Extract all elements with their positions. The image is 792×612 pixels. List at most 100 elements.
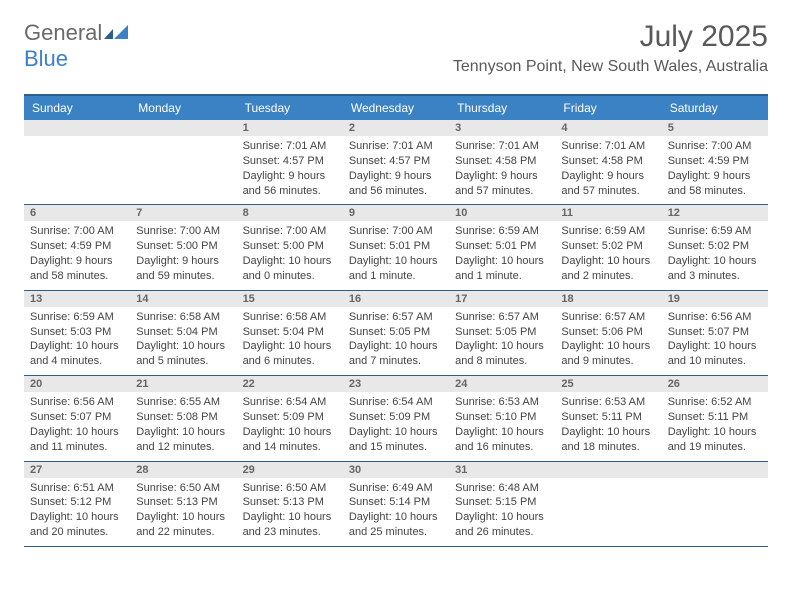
day-body: Sunrise: 6:56 AMSunset: 5:07 PMDaylight:… — [662, 307, 768, 375]
day-number: 20 — [24, 376, 130, 392]
sunrise-text: Sunrise: 6:56 AM — [668, 310, 762, 325]
sunset-text: Sunset: 5:08 PM — [136, 410, 230, 425]
daylight-text: Daylight: 10 hours and 26 minutes. — [455, 510, 549, 540]
daylight-text: Daylight: 10 hours and 12 minutes. — [136, 425, 230, 455]
sunrise-text: Sunrise: 6:52 AM — [668, 395, 762, 410]
calendar-day-cell: 5Sunrise: 7:00 AMSunset: 4:59 PMDaylight… — [662, 120, 768, 204]
sunrise-text: Sunrise: 6:59 AM — [30, 310, 124, 325]
daylight-text: Daylight: 10 hours and 23 minutes. — [243, 510, 337, 540]
sunset-text: Sunset: 4:57 PM — [243, 154, 337, 169]
sunrise-text: Sunrise: 7:00 AM — [668, 139, 762, 154]
day-number: 26 — [662, 376, 768, 392]
daylight-text: Daylight: 10 hours and 2 minutes. — [561, 254, 655, 284]
sunset-text: Sunset: 4:58 PM — [455, 154, 549, 169]
calendar-day-cell — [555, 462, 661, 546]
sunset-text: Sunset: 5:07 PM — [668, 325, 762, 340]
day-body: Sunrise: 7:00 AMSunset: 4:59 PMDaylight:… — [24, 221, 130, 289]
calendar-day-cell: 2Sunrise: 7:01 AMSunset: 4:57 PMDaylight… — [343, 120, 449, 204]
calendar-day-cell — [24, 120, 130, 204]
sunrise-text: Sunrise: 7:00 AM — [30, 224, 124, 239]
day-number: 27 — [24, 462, 130, 478]
calendar-day-cell: 11Sunrise: 6:59 AMSunset: 5:02 PMDayligh… — [555, 205, 661, 289]
day-number: 18 — [555, 291, 661, 307]
sunrise-text: Sunrise: 7:01 AM — [243, 139, 337, 154]
day-number: 16 — [343, 291, 449, 307]
calendar-day-cell: 21Sunrise: 6:55 AMSunset: 5:08 PMDayligh… — [130, 376, 236, 460]
sunrise-text: Sunrise: 6:53 AM — [561, 395, 655, 410]
day-body: Sunrise: 6:50 AMSunset: 5:13 PMDaylight:… — [130, 478, 236, 546]
calendar-week: 6Sunrise: 7:00 AMSunset: 4:59 PMDaylight… — [24, 205, 768, 290]
calendar-day-cell: 1 Sunrise: 7:01 AMSunset: 4:57 PMDaylight… — [237, 120, 343, 204]
day-number: 25 — [555, 376, 661, 392]
calendar-day-cell: 22Sunrise: 6:54 AMSunset: 5:09 PMDayligh… — [237, 376, 343, 460]
header: GeneralBlue July 2025 Tennyson Point, Ne… — [24, 20, 768, 76]
brand-general: General — [24, 20, 102, 46]
sunset-text: Sunset: 5:03 PM — [30, 325, 124, 340]
sunrise-text: Sunrise: 6:58 AM — [136, 310, 230, 325]
day-number — [130, 120, 236, 136]
calendar-day-cell: 15Sunrise: 6:58 AMSunset: 5:04 PMDayligh… — [237, 291, 343, 375]
day-number: 1 — [237, 120, 343, 136]
sunset-text: Sunset: 5:04 PM — [136, 325, 230, 340]
calendar-day-cell: 23Sunrise: 6:54 AMSunset: 5:09 PMDayligh… — [343, 376, 449, 460]
day-number: 10 — [449, 205, 555, 221]
month-title: July 2025 — [453, 20, 768, 54]
daylight-text: Daylight: 10 hours and 22 minutes. — [136, 510, 230, 540]
day-number: 19 — [662, 291, 768, 307]
sunset-text: Sunset: 5:14 PM — [349, 495, 443, 510]
day-body — [130, 136, 236, 145]
daylight-text: Daylight: 10 hours and 4 minutes. — [30, 339, 124, 369]
day-number: 23 — [343, 376, 449, 392]
calendar-day-cell: 3Sunrise: 7:01 AMSunset: 4:58 PMDaylight… — [449, 120, 555, 204]
sunset-text: Sunset: 5:02 PM — [668, 239, 762, 254]
sunset-text: Sunset: 5:04 PM — [243, 325, 337, 340]
day-body — [555, 478, 661, 487]
calendar-week: 27Sunrise: 6:51 AMSunset: 5:12 PMDayligh… — [24, 462, 768, 547]
day-number: 14 — [130, 291, 236, 307]
calendar-week: 20Sunrise: 6:56 AMSunset: 5:07 PMDayligh… — [24, 376, 768, 461]
calendar-week: 1Sunrise: 7:01 AMSunset: 4:57 PMDaylight… — [24, 120, 768, 205]
brand-blue: Blue — [24, 46, 68, 71]
brand-triangles-icon — [104, 25, 128, 42]
daylight-text: Daylight: 9 hours and 58 minutes. — [668, 169, 762, 199]
sunset-text: Sunset: 5:11 PM — [561, 410, 655, 425]
day-body: Sunrise: 6:58 AMSunset: 5:04 PMDaylight:… — [130, 307, 236, 375]
sunrise-text: Sunrise: 6:54 AM — [243, 395, 337, 410]
daylight-text: Daylight: 10 hours and 18 minutes. — [561, 425, 655, 455]
sunset-text: Sunset: 5:13 PM — [136, 495, 230, 510]
daylight-text: Daylight: 10 hours and 19 minutes. — [668, 425, 762, 455]
sunrise-text: Sunrise: 7:01 AM — [349, 139, 443, 154]
calendar-body: 1Sunrise: 7:01 AMSunset: 4:57 PMDaylight… — [24, 120, 768, 547]
day-number: 2 — [343, 120, 449, 136]
calendar: Sunday Monday Tuesday Wednesday Thursday… — [24, 94, 768, 547]
sunset-text: Sunset: 5:00 PM — [136, 239, 230, 254]
sunrise-text: Sunrise: 6:50 AM — [136, 481, 230, 496]
day-body: Sunrise: 6:48 AMSunset: 5:15 PMDaylight:… — [449, 478, 555, 546]
daylight-text: Daylight: 9 hours and 56 minutes. — [243, 169, 337, 199]
day-body: Sunrise: 6:54 AMSunset: 5:09 PMDaylight:… — [343, 392, 449, 460]
sunrise-text: Sunrise: 7:01 AM — [455, 139, 549, 154]
daylight-text: Daylight: 9 hours and 59 minutes. — [136, 254, 230, 284]
calendar-day-cell — [130, 120, 236, 204]
calendar-page: GeneralBlue July 2025 Tennyson Point, Ne… — [0, 0, 792, 567]
sunset-text: Sunset: 4:58 PM — [561, 154, 655, 169]
daylight-text: Daylight: 9 hours and 56 minutes. — [349, 169, 443, 199]
sunrise-text: Sunrise: 7:00 AM — [243, 224, 337, 239]
weekday-header-row: Sunday Monday Tuesday Wednesday Thursday… — [24, 96, 768, 120]
day-body: Sunrise: 6:57 AMSunset: 5:05 PMDaylight:… — [449, 307, 555, 375]
day-number — [555, 462, 661, 478]
day-body: Sunrise: 7:00 AMSunset: 5:01 PMDaylight:… — [343, 221, 449, 289]
sunrise-text: Sunrise: 7:00 AM — [349, 224, 443, 239]
sunset-text: Sunset: 5:11 PM — [668, 410, 762, 425]
sunrise-text: Sunrise: 6:59 AM — [561, 224, 655, 239]
daylight-text: Daylight: 10 hours and 5 minutes. — [136, 339, 230, 369]
day-body: Sunrise: 6:58 AMSunset: 5:04 PMDaylight:… — [237, 307, 343, 375]
day-number: 15 — [237, 291, 343, 307]
location-subtitle: Tennyson Point, New South Wales, Austral… — [453, 58, 768, 76]
sunrise-text: Sunrise: 6:53 AM — [455, 395, 549, 410]
day-number: 24 — [449, 376, 555, 392]
sunset-text: Sunset: 4:59 PM — [30, 239, 124, 254]
daylight-text: Daylight: 10 hours and 11 minutes. — [30, 425, 124, 455]
day-number: 17 — [449, 291, 555, 307]
day-body: Sunrise: 6:49 AMSunset: 5:14 PMDaylight:… — [343, 478, 449, 546]
